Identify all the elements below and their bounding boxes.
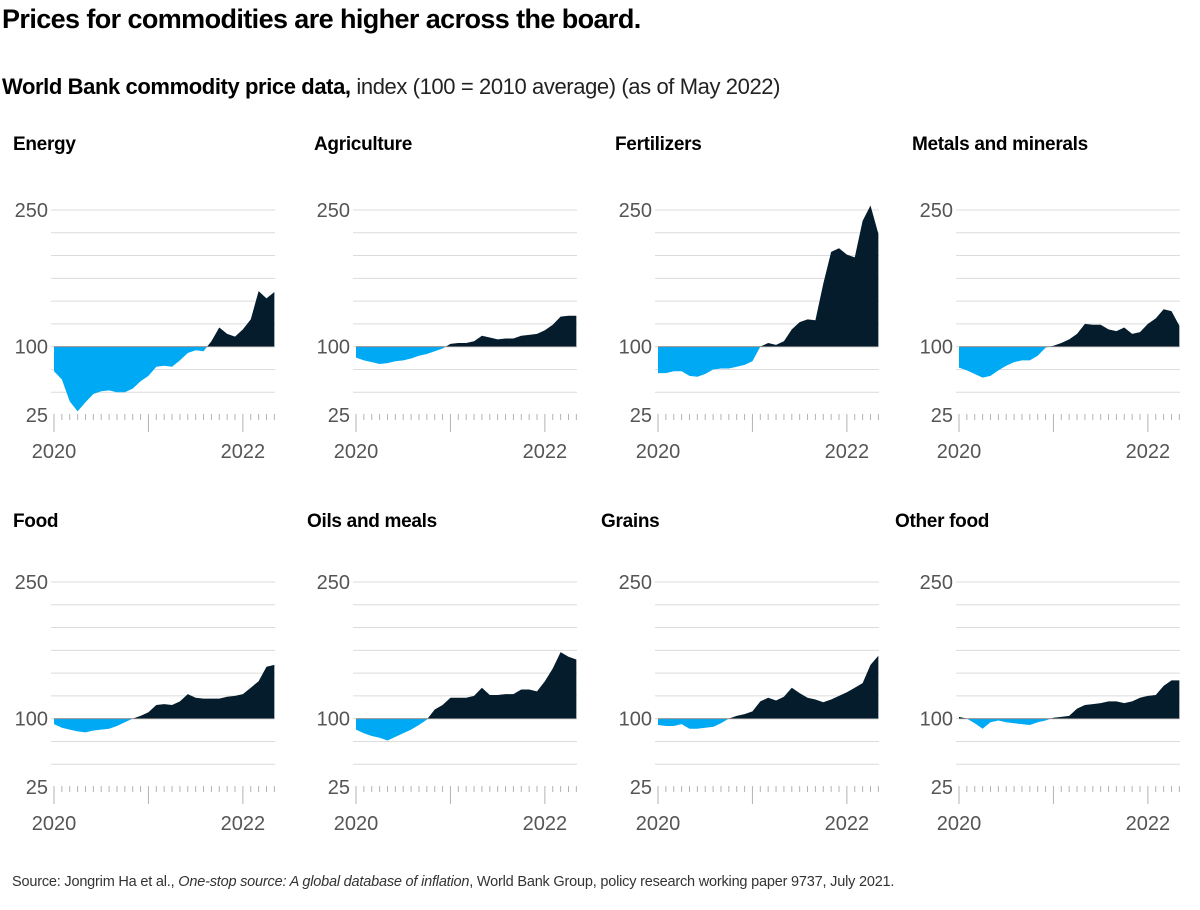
panel-title-agriculture: Agriculture xyxy=(314,134,413,155)
x-tick-label: 2020 xyxy=(636,441,681,463)
x-tick-label: 2022 xyxy=(523,813,568,835)
x-tick-label: 2022 xyxy=(523,441,568,463)
area-above-baseline xyxy=(427,652,577,719)
area-below-baseline xyxy=(54,346,275,412)
x-tick-label: 2020 xyxy=(937,813,982,835)
panel-oils-and-meals: 250 100 25 2020 2022 xyxy=(317,572,577,835)
y-tick-label: 250 xyxy=(317,200,350,222)
panel-title-energy: Energy xyxy=(13,134,76,155)
y-tick-label: 100 xyxy=(317,337,350,359)
x-tick-label: 2022 xyxy=(825,813,870,835)
source-title: One-stop source: A global database of in… xyxy=(178,874,470,890)
x-tick-label: 2022 xyxy=(221,813,266,835)
y-tick-label: 25 xyxy=(931,777,953,799)
area-below-baseline xyxy=(356,718,577,741)
x-tick-label: 2020 xyxy=(32,813,77,835)
x-tick-label: 2022 xyxy=(1126,813,1171,835)
area-above-baseline xyxy=(207,291,275,347)
x-tick-label: 2020 xyxy=(32,441,77,463)
source-note: Source: Jongrim Ha et al., One-stop sour… xyxy=(12,874,894,890)
source-suffix: , World Bank Group, policy research work… xyxy=(469,874,895,890)
panel-title-grains: Grains xyxy=(601,511,660,532)
panel-agriculture: 250 100 25 2020 2022 xyxy=(317,200,577,463)
panel-fertilizers: 250 100 25 2020 2022 xyxy=(619,200,879,463)
x-tick-label: 2020 xyxy=(636,813,681,835)
y-tick-label: 100 xyxy=(15,709,48,731)
panel-metals-and-minerals: 250 100 25 2020 2022 xyxy=(920,200,1180,463)
y-tick-label: 25 xyxy=(630,405,652,427)
y-tick-label: 25 xyxy=(630,777,652,799)
y-tick-label: 25 xyxy=(26,777,48,799)
area-below-baseline xyxy=(356,346,577,364)
area-below-baseline xyxy=(658,718,879,729)
y-tick-label: 100 xyxy=(920,709,953,731)
source-prefix: Source: Jongrim Ha et al., xyxy=(12,874,179,890)
x-tick-label: 2020 xyxy=(937,441,982,463)
x-tick-label: 2022 xyxy=(1126,441,1171,463)
panel-title-oils-and-meals: Oils and meals xyxy=(307,511,437,532)
subtitle-bold: World Bank commodity price data, xyxy=(2,74,351,99)
y-tick-label: 25 xyxy=(931,405,953,427)
panel-title-metals-and-minerals: Metals and minerals xyxy=(912,134,1088,155)
area-above-baseline xyxy=(445,315,577,347)
panel-title-other-food: Other food xyxy=(895,511,990,532)
area-above-baseline xyxy=(728,655,879,719)
y-tick-label: 250 xyxy=(317,572,350,594)
y-tick-label: 25 xyxy=(328,777,350,799)
y-tick-label: 25 xyxy=(328,405,350,427)
y-tick-label: 250 xyxy=(920,572,953,594)
panel-other-food: 250 100 25 2020 2022 xyxy=(920,572,1180,835)
area-below-baseline xyxy=(959,346,1180,378)
panel-grains: 250 100 25 2020 2022 xyxy=(619,572,879,835)
y-tick-label: 250 xyxy=(15,572,48,594)
y-tick-label: 100 xyxy=(15,337,48,359)
area-above-baseline xyxy=(959,680,1180,719)
y-tick-label: 25 xyxy=(26,405,48,427)
chart-title: Prices for commodities are higher across… xyxy=(2,4,641,34)
y-tick-label: 250 xyxy=(619,200,652,222)
y-tick-label: 250 xyxy=(619,572,652,594)
x-tick-label: 2020 xyxy=(334,441,379,463)
y-tick-label: 100 xyxy=(619,337,652,359)
x-tick-label: 2022 xyxy=(825,441,870,463)
area-above-baseline xyxy=(1049,309,1180,347)
y-tick-label: 100 xyxy=(317,709,350,731)
area-below-baseline xyxy=(959,718,1180,729)
panel-title-food: Food xyxy=(13,511,59,532)
y-tick-label: 100 xyxy=(619,709,652,731)
y-tick-label: 250 xyxy=(15,200,48,222)
area-below-baseline xyxy=(658,346,879,377)
subtitle-detail: index (100 = 2010 average) (as of May 20… xyxy=(350,74,781,99)
y-tick-label: 100 xyxy=(920,337,953,359)
panel-food: 250 100 25 2020 2022 xyxy=(15,572,275,835)
x-tick-label: 2022 xyxy=(221,441,266,463)
x-tick-label: 2020 xyxy=(334,813,379,835)
area-above-baseline xyxy=(760,205,879,347)
area-above-baseline xyxy=(132,664,275,719)
area-below-baseline xyxy=(54,718,275,733)
panel-title-fertilizers: Fertilizers xyxy=(615,134,702,155)
chart-subtitle: World Bank commodity price data, index (… xyxy=(2,74,780,100)
y-tick-label: 250 xyxy=(920,200,953,222)
panel-energy: 250 100 25 2020 2022 xyxy=(15,200,275,463)
